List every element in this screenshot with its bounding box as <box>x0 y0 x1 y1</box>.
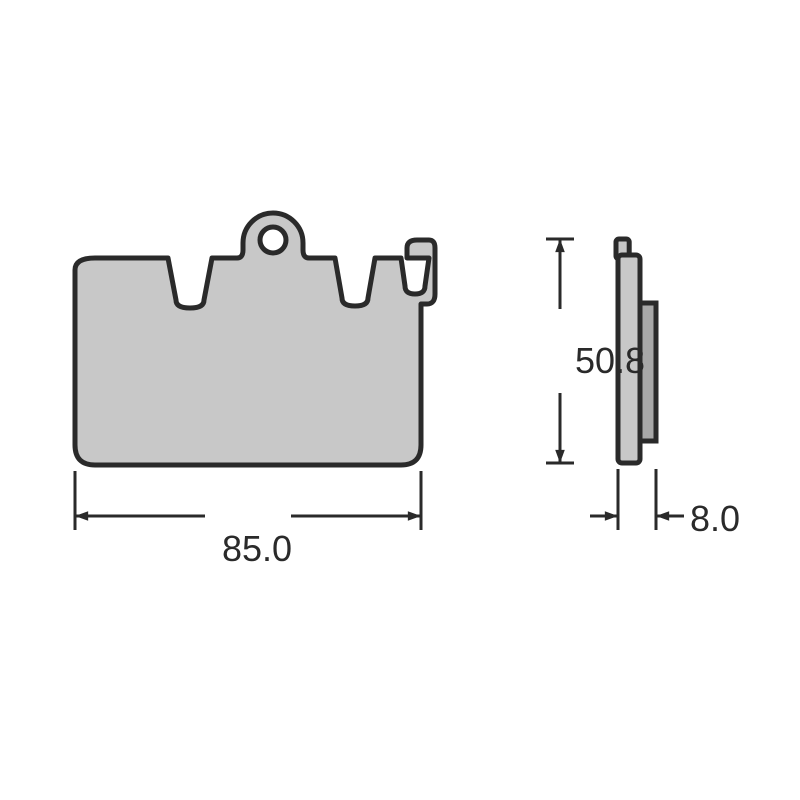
height-dimension-label: 50.8 <box>575 340 645 382</box>
width-dimension-label: 85.0 <box>222 528 292 570</box>
technical-drawing: 85.0 50.8 8.0 <box>0 0 800 800</box>
dimension-lines <box>0 0 800 800</box>
thickness-dimension-label: 8.0 <box>690 498 740 540</box>
